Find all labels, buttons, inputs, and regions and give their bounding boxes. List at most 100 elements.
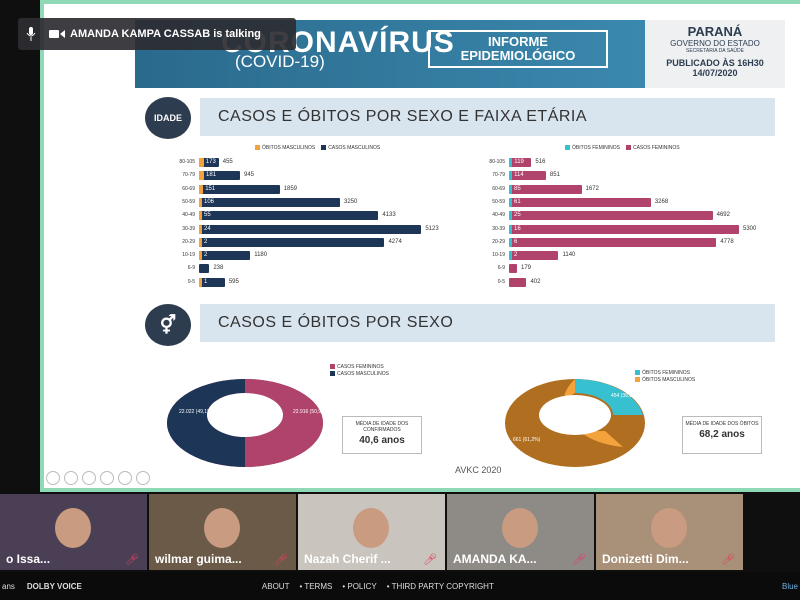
participant-tile[interactable]: Nazah Cherif ... 🎤︎ bbox=[298, 494, 445, 570]
cases-bar bbox=[509, 197, 651, 207]
deaths-bar bbox=[509, 251, 512, 261]
deaths-bar bbox=[199, 197, 202, 207]
deaths-value: 2 bbox=[204, 252, 208, 259]
legend-casos-fem: CASOS FEMININOS bbox=[330, 364, 389, 370]
government-logo-block: PARANÁ GOVERNO DO ESTADO SECRETARIA DA S… bbox=[645, 20, 785, 88]
deaths-bar bbox=[509, 184, 512, 194]
footer-link[interactable]: ABOUT bbox=[261, 581, 290, 591]
deaths-value: 1 bbox=[204, 278, 208, 285]
cases-value: 3268 bbox=[654, 198, 669, 205]
donut-slice-female bbox=[245, 379, 323, 467]
deaths-bar bbox=[509, 237, 512, 247]
participant-tile[interactable]: AMANDA KA... 🎤︎ bbox=[447, 494, 594, 570]
microphone-icon[interactable] bbox=[18, 27, 44, 41]
published-time: PUBLICADO ÀS 16H30 bbox=[666, 58, 764, 68]
gov-secretary: SECRETARIA DA SAÚDE bbox=[686, 48, 744, 54]
age-label: 70-79 bbox=[492, 172, 505, 179]
cases-bar bbox=[509, 224, 739, 234]
cases-value: 4133 bbox=[382, 212, 396, 219]
cases-bar bbox=[509, 158, 532, 167]
age-label: 80-105 bbox=[489, 159, 505, 165]
cases-donut-chart: 22.022 (49,1%) 22.916 (50,9%) bbox=[167, 379, 328, 467]
deaths-donut-chart: 661 (61,2%) 454 (38,8%) bbox=[505, 379, 645, 467]
participant-video bbox=[651, 508, 687, 548]
deaths-bar bbox=[199, 251, 202, 261]
deaths-value: 119 bbox=[514, 159, 524, 165]
cases-value: 4692 bbox=[716, 212, 730, 219]
informe-box: INFORME EPIDEMIOLÓGICO bbox=[428, 30, 608, 68]
gov-subtitle: GOVERNO DO ESTADO bbox=[670, 39, 760, 48]
deaths-bar bbox=[199, 224, 202, 234]
cases-value: 516 bbox=[535, 159, 546, 165]
deaths-bar bbox=[509, 224, 512, 234]
age-label: 0-5 bbox=[187, 278, 195, 285]
bottom-bar: ans DOLBY VOICE ABOUT • TERMS • POLICY • TH… bbox=[0, 572, 800, 600]
deaths-bar bbox=[509, 211, 512, 221]
deaths-bar bbox=[199, 211, 202, 221]
cases-bar bbox=[199, 251, 251, 261]
presentation-slide: CORONAVÍRUS (COVID-19) INFORME EPIDEMIOL… bbox=[135, 20, 785, 467]
muted-microphone-icon: 🎤︎ bbox=[572, 554, 586, 566]
media-obitos-box: MÉDIA DE IDADE DOS ÓBITOS 68,2 anos bbox=[682, 416, 762, 454]
idade-icon: IDADE bbox=[145, 97, 191, 139]
age-label: 50-59 bbox=[182, 198, 195, 205]
brand-prefix: ans bbox=[2, 581, 15, 591]
age-label: 10-19 bbox=[492, 252, 505, 259]
slide-footer: AVKC 2020 bbox=[455, 465, 502, 475]
zoom-icon[interactable] bbox=[118, 471, 132, 485]
participant-tile[interactable]: Donizetti Dim... 🎤︎ bbox=[596, 494, 743, 570]
more-icon[interactable] bbox=[136, 471, 150, 485]
cases-value: 4778 bbox=[720, 238, 734, 245]
back-icon[interactable] bbox=[46, 471, 60, 485]
slide-tools bbox=[46, 471, 150, 485]
cases-value: 1672 bbox=[585, 185, 599, 192]
cases-bar bbox=[199, 197, 341, 207]
footer-link[interactable]: • POLICY bbox=[342, 581, 377, 591]
published-date: 14/07/2020 bbox=[692, 68, 738, 78]
copy-icon[interactable] bbox=[100, 471, 114, 485]
participant-tile[interactable]: o Issa... 🎤︎ bbox=[0, 494, 147, 570]
legend-female-cases: CASOS FEMININOS bbox=[625, 145, 680, 151]
cases-value: 455 bbox=[222, 159, 233, 165]
donut-slice-female-deaths bbox=[575, 379, 643, 415]
deaths-bar bbox=[199, 158, 204, 167]
deaths-donut-legend: ÓBITOS FEMININOS ÓBITOS MASCULINOS bbox=[635, 370, 695, 383]
legend-female-deaths: ÓBITOS FEMININOS bbox=[565, 145, 620, 151]
media-obitos-value: 68,2 anos bbox=[699, 429, 745, 440]
footer-link[interactable]: • TERMS bbox=[299, 581, 333, 591]
forward-icon[interactable] bbox=[64, 471, 78, 485]
pen-icon[interactable] bbox=[82, 471, 96, 485]
deaths-bar bbox=[199, 237, 202, 247]
legend-male-cases: CASOS MASCULINOS bbox=[321, 145, 380, 151]
cases-donut-legend: CASOS FEMININOS CASOS MASCULINOS bbox=[330, 364, 389, 377]
deaths-value: 173 bbox=[205, 159, 216, 165]
cases-value: 1180 bbox=[254, 252, 268, 259]
participant-tile[interactable]: wilmar guima... 🎤︎ bbox=[149, 494, 296, 570]
talking-text: AMANDA KAMPA CASSAB is talking bbox=[70, 28, 261, 40]
deaths-value: 61 bbox=[514, 198, 521, 205]
age-label: 40-49 bbox=[492, 212, 505, 219]
cases-value: 5300 bbox=[743, 225, 757, 232]
legend-casos-masc: CASOS MASCULINOS bbox=[330, 371, 389, 377]
deaths-value: 55 bbox=[204, 212, 211, 219]
footer-links: ABOUT • TERMS • POLICY • THIRD PARTY COPYRI… bbox=[262, 582, 504, 591]
donut-label-male-deaths: 661 (61,2%) bbox=[513, 437, 541, 443]
age-label: 30-39 bbox=[182, 225, 195, 232]
deaths-value: 114 bbox=[514, 172, 524, 179]
cases-value: 1140 bbox=[562, 252, 576, 259]
donut-label-female: 22.916 (50,9%) bbox=[293, 409, 328, 415]
deaths-bar bbox=[199, 171, 205, 181]
cases-bar bbox=[199, 211, 379, 221]
participant-name: wilmar guima... bbox=[155, 552, 242, 566]
footer-link[interactable]: • THIRD PARTY COPYRIGHT bbox=[386, 581, 494, 591]
deaths-value: 16 bbox=[514, 225, 521, 232]
media-confirmados-label: MÉDIA DE IDADE DOS CONFIRMADOS bbox=[355, 421, 409, 433]
deaths-value: 2 bbox=[514, 252, 518, 259]
age-label: 50-59 bbox=[492, 198, 505, 205]
video-camera-icon[interactable] bbox=[44, 29, 70, 39]
deaths-bar bbox=[509, 197, 512, 207]
cases-value: 945 bbox=[244, 172, 255, 179]
donut-label-female-deaths: 454 (38,8%) bbox=[611, 393, 639, 399]
cases-value: 595 bbox=[228, 278, 239, 285]
cases-bar bbox=[199, 158, 219, 167]
